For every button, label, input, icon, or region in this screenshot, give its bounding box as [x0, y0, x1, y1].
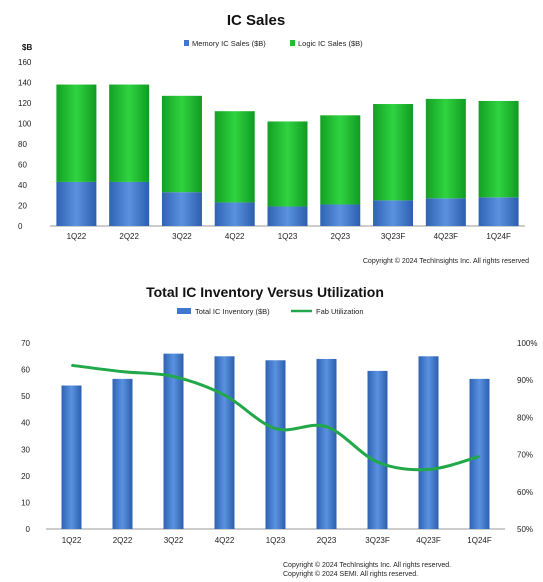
inventory-utilization-chart: Total IC Inventory Versus Utilization Tot… [21, 284, 537, 578]
bar-inventory [469, 378, 490, 529]
bar-memory [214, 202, 255, 226]
y-right-tick-label: 50% [517, 525, 533, 534]
copyright-note: Copyright © 2024 SEMI. All rights reserv… [283, 570, 418, 578]
copyright-note: Copyright © 2024 TechInsights Inc. All r… [363, 257, 529, 265]
x-tick-label: 1Q24F [467, 536, 492, 545]
bar-memory [267, 206, 308, 226]
bar-memory [478, 197, 519, 226]
x-tick-label: 2Q22 [119, 232, 139, 241]
y-left-tick-label: 60 [21, 366, 30, 375]
bar-memory [109, 181, 150, 226]
bar-logic [109, 84, 150, 182]
point-fab-utilization [377, 461, 378, 463]
point-fab-utilization [275, 428, 276, 430]
y-axis-unit-label: $B [22, 43, 32, 52]
bar-memory [373, 200, 414, 226]
legend-label: Memory IC Sales ($B) [192, 39, 266, 48]
y-right-tick-label: 90% [517, 376, 533, 385]
y-left-tick-label: 20 [21, 472, 30, 481]
x-tick-label: 3Q22 [172, 232, 192, 241]
x-tick-label: 1Q23 [278, 232, 298, 241]
bar-memory [425, 198, 466, 226]
bar-inventory [61, 385, 82, 529]
bar-inventory [367, 370, 388, 529]
y-tick-label: 20 [18, 202, 27, 211]
y-tick-label: 40 [18, 181, 27, 190]
chart-title: Total IC Inventory Versus Utilization [146, 284, 384, 300]
y-tick-label: 60 [18, 161, 27, 170]
bar-logic [320, 115, 361, 205]
y-right-tick-label: 70% [517, 451, 533, 460]
y-tick-label: 120 [18, 99, 32, 108]
y-tick-label: 160 [18, 58, 32, 67]
copyright-note: Copyright © 2024 TechInsights Inc. All r… [283, 561, 451, 569]
bar-inventory [316, 358, 337, 529]
x-tick-label: 1Q24F [486, 232, 511, 241]
chart-title: IC Sales [227, 12, 285, 29]
x-tick-label: 1Q22 [62, 536, 82, 545]
legend-label: Total IC Inventory ($B) [195, 307, 270, 316]
bar-inventory [214, 356, 235, 529]
legend-swatch [290, 40, 295, 46]
bar-inventory [418, 356, 439, 529]
y-right-tick-label: 100% [517, 339, 537, 348]
bar-logic [161, 95, 202, 193]
point-fab-utilization [326, 426, 327, 428]
legend-label: Logic IC Sales ($B) [298, 39, 363, 48]
y-tick-label: 0 [18, 222, 23, 231]
y-left-tick-label: 10 [21, 498, 30, 507]
x-tick-label: 4Q23F [416, 536, 441, 545]
x-tick-label: 4Q22 [215, 536, 235, 545]
bar-inventory [265, 360, 286, 529]
ic-sales-chart: IC Sales $B Memory IC Sales ($B) Logic IC S… [18, 12, 529, 265]
y-right-tick-label: 60% [517, 488, 533, 497]
x-tick-label: 1Q22 [67, 232, 87, 241]
bar-logic [478, 100, 519, 198]
legend-label: Fab Utilization [316, 307, 364, 316]
x-tick-label: 2Q23 [330, 232, 350, 241]
point-fab-utilization [173, 375, 174, 377]
y-tick-label: 80 [18, 140, 27, 149]
x-tick-label: 3Q22 [164, 536, 184, 545]
y-left-tick-label: 30 [21, 445, 30, 454]
x-tick-label: 2Q22 [113, 536, 133, 545]
point-fab-utilization [122, 371, 123, 373]
bar-memory [161, 192, 202, 226]
legend-swatch [184, 40, 189, 46]
point-fab-utilization [479, 455, 480, 457]
bar-memory [56, 181, 97, 226]
y-tick-label: 140 [18, 79, 32, 88]
bar-logic [56, 84, 97, 182]
bar-inventory [163, 353, 184, 529]
x-tick-label: 2Q23 [317, 536, 337, 545]
x-tick-label: 3Q23F [381, 232, 406, 241]
point-fab-utilization [224, 394, 225, 396]
point-fab-utilization [71, 364, 72, 366]
y-tick-label: 100 [18, 120, 32, 129]
y-left-tick-label: 40 [21, 419, 30, 428]
y-left-tick-label: 50 [21, 392, 30, 401]
y-right-tick-label: 80% [517, 413, 533, 422]
x-tick-label: 4Q22 [225, 232, 245, 241]
x-tick-label: 3Q23F [365, 536, 390, 545]
y-left-tick-label: 70 [21, 339, 30, 348]
bar-logic [214, 111, 255, 203]
bar-memory [320, 204, 361, 226]
x-tick-label: 4Q23F [434, 232, 459, 241]
bar-logic [373, 104, 414, 201]
point-fab-utilization [428, 468, 429, 470]
bar-inventory [112, 378, 133, 529]
y-left-tick-label: 0 [26, 525, 31, 534]
legend-swatch-inventory [177, 308, 191, 314]
bar-logic [267, 121, 308, 207]
bar-logic [425, 98, 466, 199]
x-tick-label: 1Q23 [266, 536, 286, 545]
